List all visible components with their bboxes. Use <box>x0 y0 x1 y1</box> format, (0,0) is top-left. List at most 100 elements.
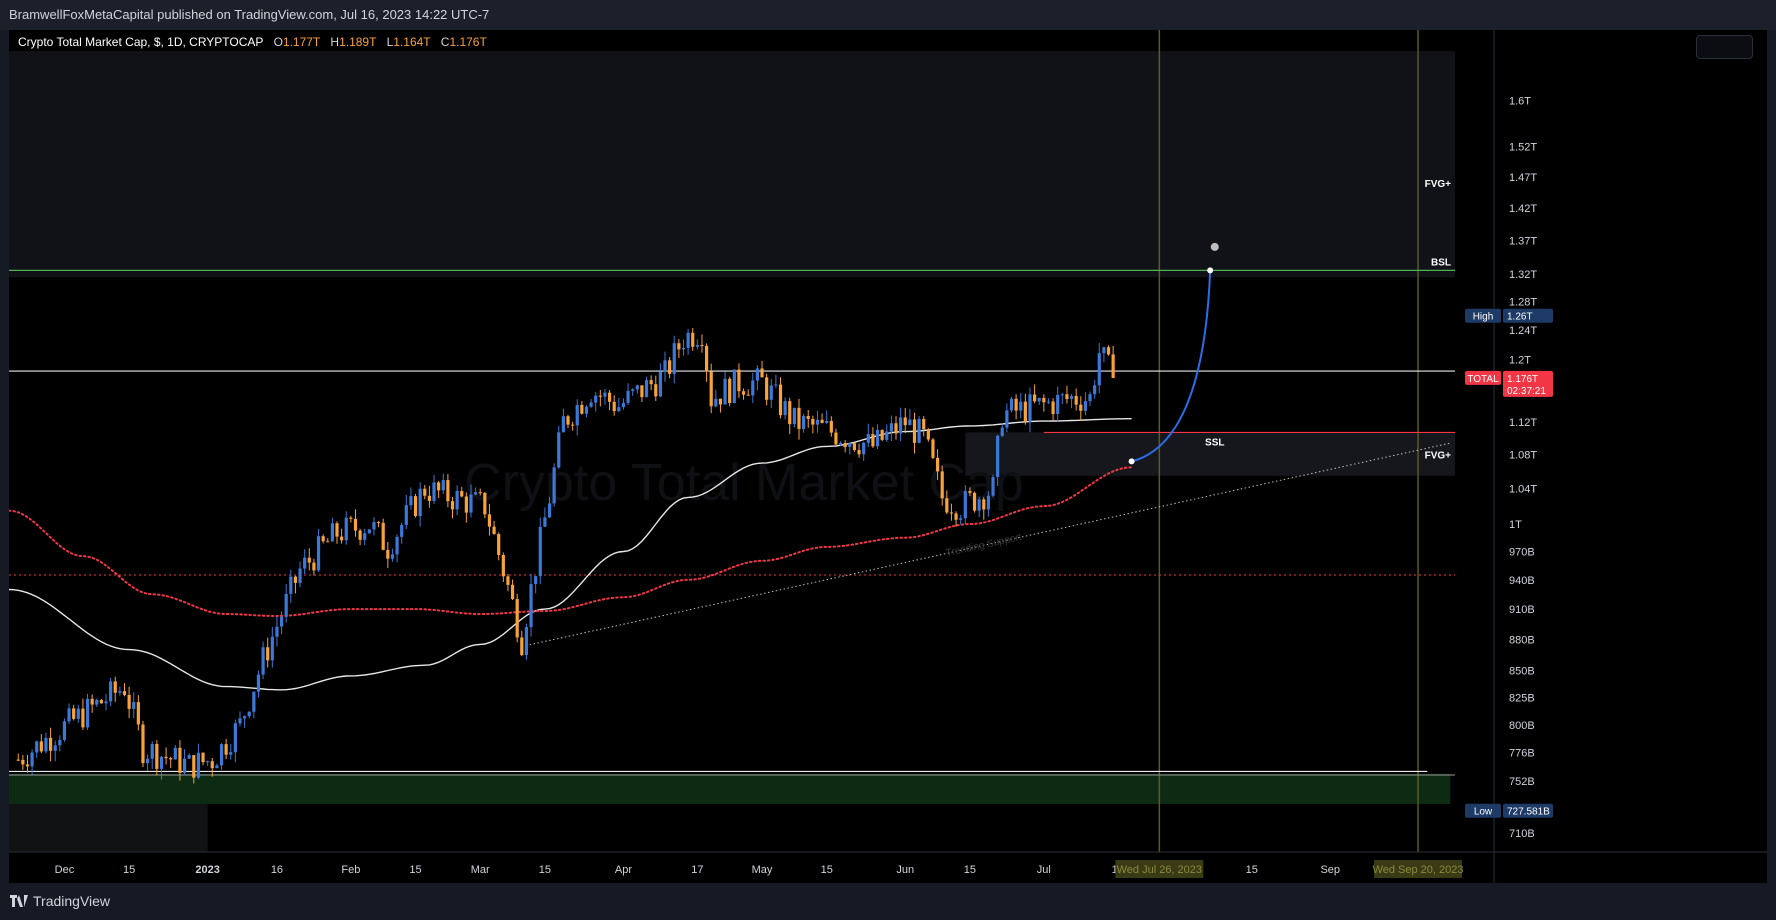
candle-body <box>307 557 311 563</box>
moving-averages <box>9 418 1133 691</box>
candle-body <box>838 443 843 445</box>
candle-body <box>1014 398 1018 411</box>
candle-body <box>1111 354 1115 378</box>
x-tick-label: Mar <box>471 864 490 876</box>
candle-body <box>1037 397 1041 402</box>
candle-body <box>631 389 635 391</box>
candle-body <box>1032 394 1037 402</box>
annotations <box>1128 242 1219 465</box>
candle-body <box>672 343 676 374</box>
ma-white-line <box>9 418 1132 691</box>
x-axis[interactable]: Dec 15 2023 16 Feb 15 Mar 15 Apr 17 May 15 Jun 15 Jul 1… <box>55 860 1464 878</box>
legend-symbol: Crypto Total Market Cap, $, 1D, CRYPTOCA… <box>18 35 264 49</box>
candle-body <box>118 691 122 693</box>
candle-body <box>483 492 487 515</box>
publisher-text: BramwellFoxMetaCapital published on Trad… <box>9 7 490 22</box>
candle-body <box>501 555 505 577</box>
candle-body <box>293 576 298 583</box>
candle-body <box>811 418 815 425</box>
candle-body <box>677 343 681 350</box>
candle-body <box>418 488 422 517</box>
candle-body <box>1079 404 1083 411</box>
candle-body <box>497 534 501 556</box>
candle-body <box>62 721 67 740</box>
y-axis[interactable]: 1.6T 1.52T 1.47T 1.42T 1.37T 1.32T 1.28T 1.24T 1… <box>1509 95 1537 839</box>
candle-body <box>289 576 293 594</box>
high-badge-label: High <box>1473 312 1494 323</box>
candle-body <box>256 674 261 692</box>
candle-body <box>321 536 325 542</box>
candle-body <box>538 526 542 577</box>
candle-body <box>746 394 750 396</box>
clock-icon <box>1210 242 1219 251</box>
candle-body <box>728 378 732 404</box>
candles <box>16 327 1115 784</box>
candle-body <box>72 708 76 719</box>
candle-body <box>460 491 464 497</box>
candle-body <box>113 681 117 693</box>
candle-body <box>621 402 626 408</box>
candle-body <box>607 392 612 402</box>
candle-body <box>589 402 593 407</box>
x-tick-label: 15 <box>123 864 135 876</box>
candle-body <box>441 480 445 491</box>
candle-body <box>899 417 903 434</box>
candle-body <box>510 584 515 600</box>
candle-body <box>1088 394 1092 402</box>
candle-body <box>903 417 907 426</box>
x-tick-label: 15 <box>821 864 833 876</box>
candle-body <box>201 752 205 763</box>
candle-body <box>229 752 233 755</box>
chart-settings-box[interactable] <box>1696 35 1753 59</box>
low-badge-label: Low <box>1474 807 1493 818</box>
candle-body <box>48 737 53 751</box>
candle-body <box>132 702 136 709</box>
x-tick-label: 15 <box>409 864 421 876</box>
candle-body <box>704 345 709 372</box>
candle-body <box>866 434 870 443</box>
candle-body <box>196 752 201 778</box>
candle-body <box>1065 394 1069 400</box>
y-tick-label: 1.28T <box>1509 297 1537 309</box>
candle-body <box>926 429 930 440</box>
brand-name: TradingView <box>33 893 111 909</box>
candle-body <box>363 533 367 540</box>
candle-body <box>686 332 690 348</box>
price-chart[interactable]: FVG+ FVG+ Crypto Total Market Cap BSL SSL T… <box>9 30 1767 883</box>
candle-body <box>109 681 113 702</box>
candle-body <box>732 369 736 404</box>
candle-body <box>566 416 570 425</box>
candle-body <box>714 398 718 407</box>
candle-body <box>400 524 404 537</box>
candle-body <box>224 744 228 755</box>
candle-body <box>977 499 981 511</box>
chart-frame[interactable]: FVG+ FVG+ Crypto Total Market Cap BSL SSL T… <box>9 30 1767 883</box>
y-tick-label: 776B <box>1509 748 1535 760</box>
candle-body <box>755 368 760 381</box>
tradingview-logo[interactable]: TradingView <box>10 893 110 909</box>
high-badge-label-bg <box>1465 308 1501 323</box>
x-tick-label: 15 <box>539 864 551 876</box>
bottom-bar: TradingView <box>0 883 1776 920</box>
candle-body <box>164 756 168 759</box>
candle-body <box>940 471 944 499</box>
candle-body <box>381 522 385 550</box>
publish-bar: BramwellFoxMetaCapital published on Trad… <box>0 0 1776 30</box>
candle-body <box>266 647 270 661</box>
price-badge-label-bg <box>1465 370 1501 385</box>
candle-body <box>270 636 274 661</box>
candle-body <box>99 699 103 704</box>
y-tick-label: 752B <box>1509 776 1535 788</box>
x-tick-label: 15 <box>1246 864 1258 876</box>
candle-body <box>654 384 658 397</box>
y-tick-label: 1.47T <box>1509 172 1537 184</box>
candle-body <box>275 626 279 637</box>
projection-start-dot <box>1128 458 1135 465</box>
candle-body <box>534 576 538 585</box>
candle-body <box>298 568 302 583</box>
x-tick-label: 16 <box>271 864 283 876</box>
candle-body <box>520 637 524 656</box>
x-highlight-label-0: Wed Jul 26, 2023 <box>1117 864 1202 876</box>
candle-body <box>547 503 552 518</box>
candle-body <box>122 691 127 695</box>
